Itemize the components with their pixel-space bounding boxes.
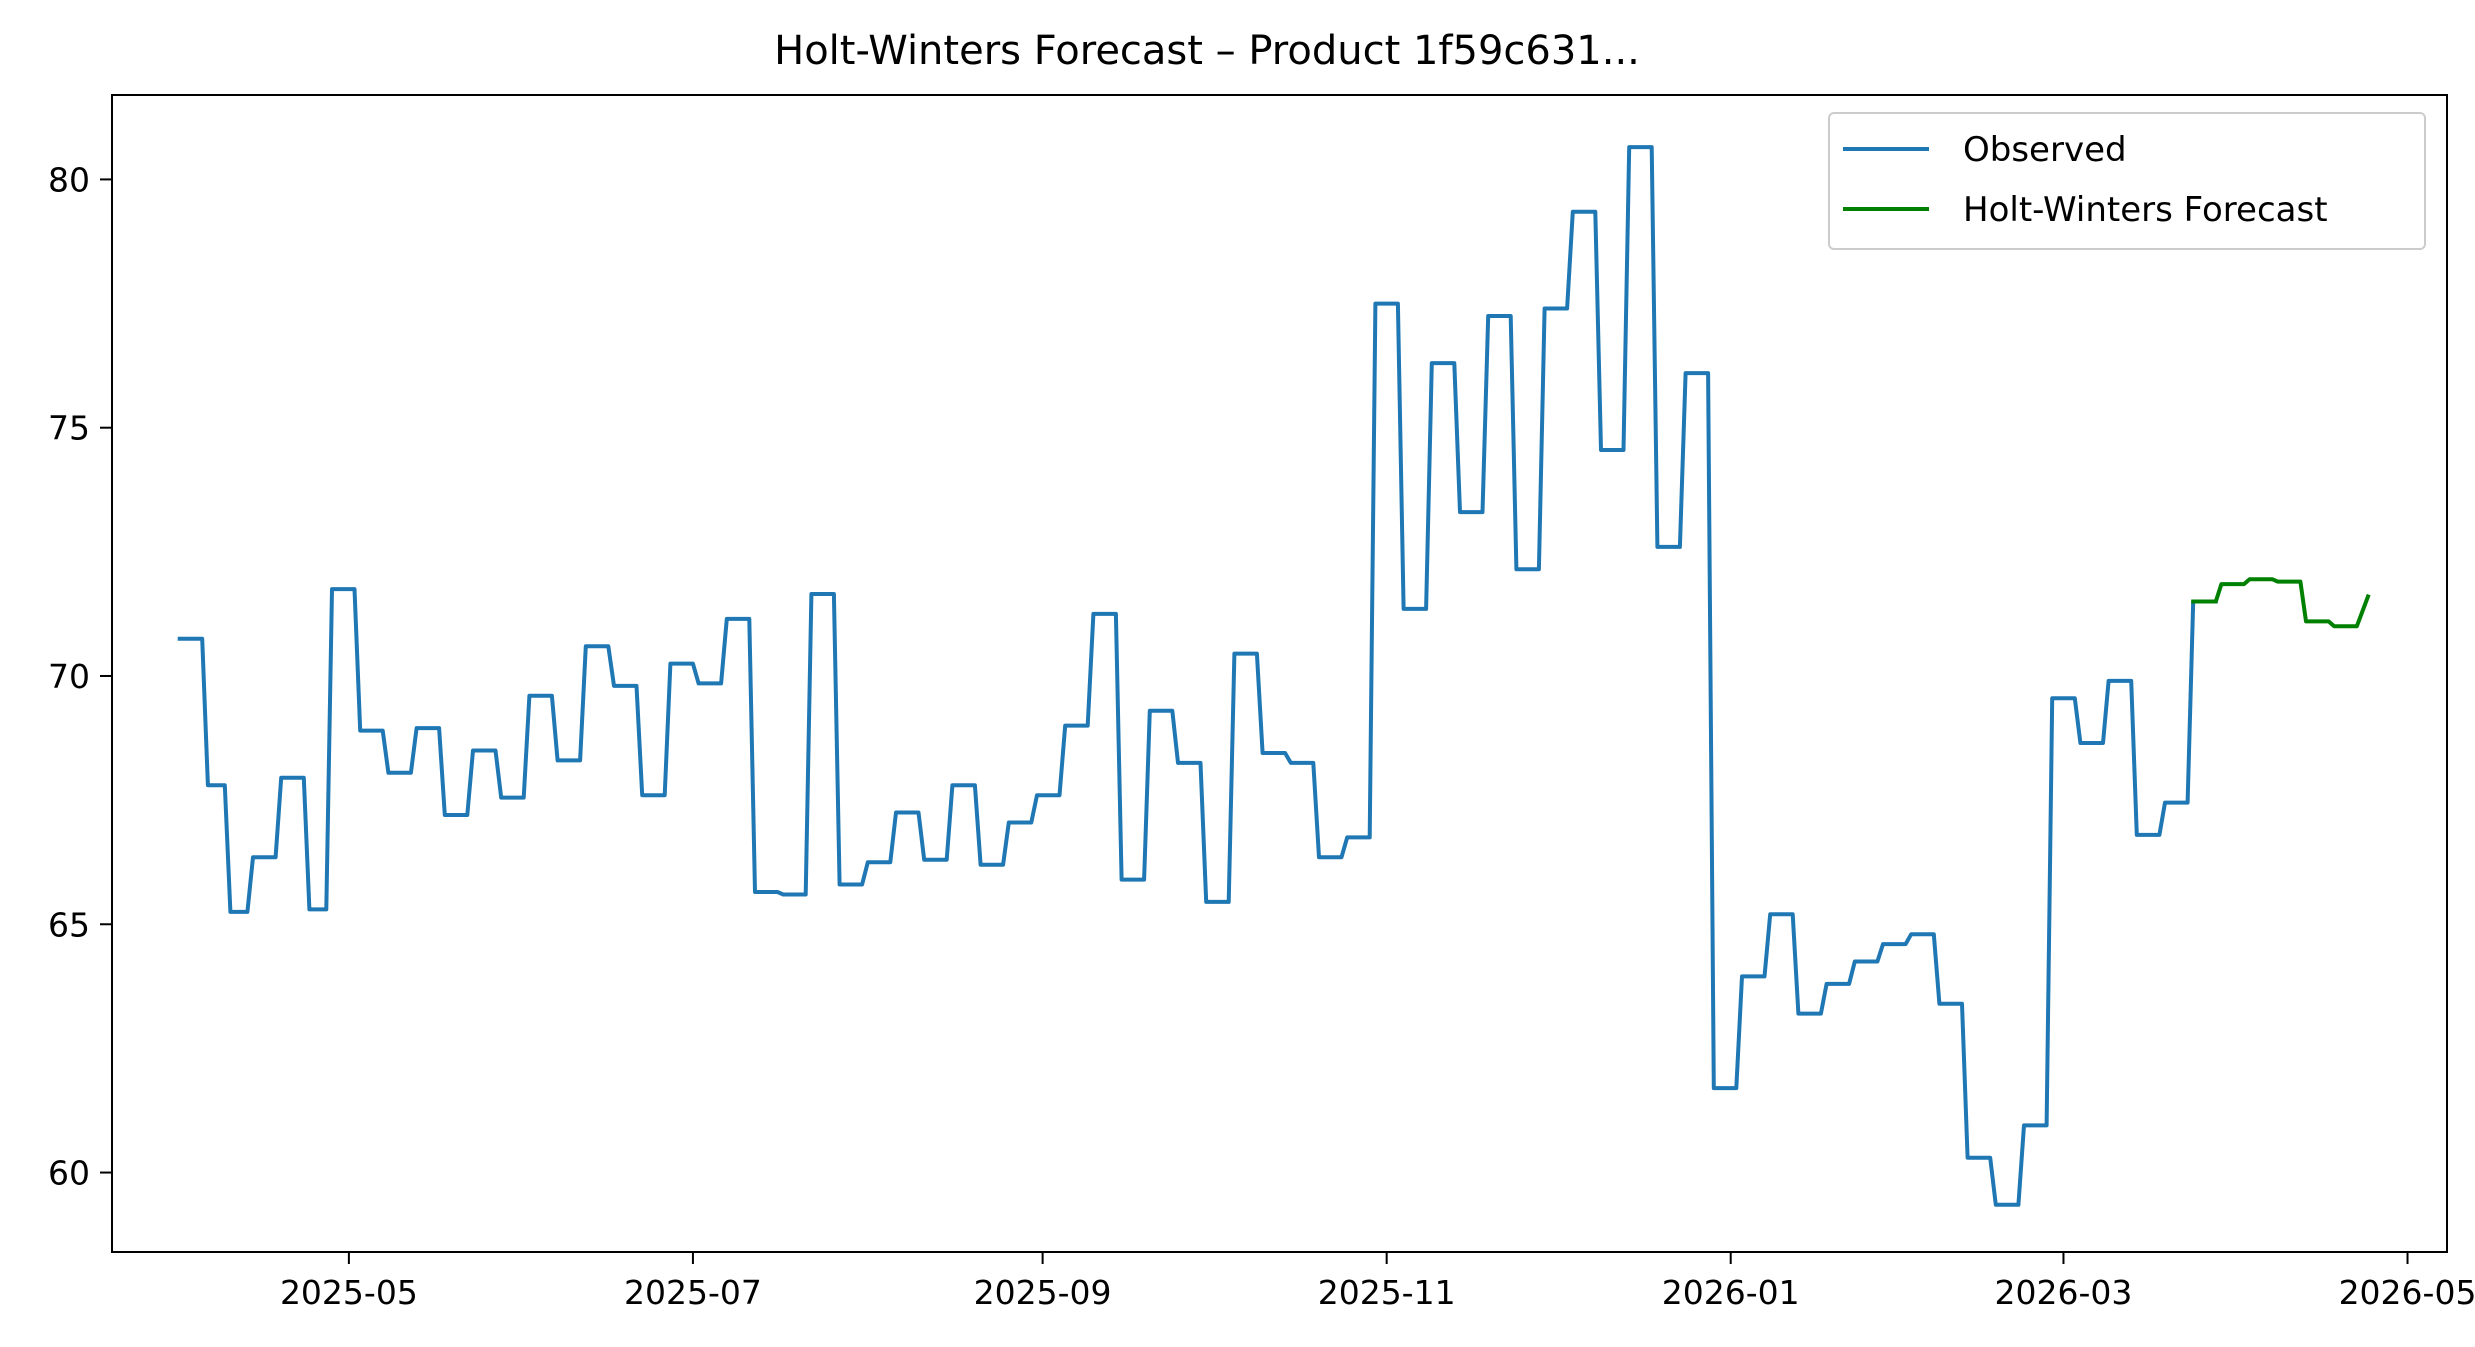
x-tick-label: 2025-05 (280, 1273, 418, 1312)
x-tick-label: 2025-11 (1318, 1273, 1456, 1312)
y-tick-label: 70 (48, 657, 90, 696)
legend: Observed Holt-Winters Forecast (1828, 112, 2426, 250)
y-tick-label: 80 (48, 160, 90, 199)
series-line-observed (177, 145, 2218, 1207)
x-tick-label: 2026-03 (1995, 1273, 2133, 1312)
x-tick-label: 2025-07 (624, 1273, 762, 1312)
legend-label-holt-winters-forecast: Holt-Winters Forecast (1963, 190, 2328, 230)
x-tick-label: 2025-09 (974, 1273, 1112, 1312)
series-layer (177, 145, 2371, 1207)
series-line-holt-winters-forecast (2191, 577, 2371, 629)
y-tick-label: 65 (48, 905, 90, 944)
chart-title: Holt-Winters Forecast – Product 1f59c631… (774, 28, 1640, 74)
x-tick-label: 2026-01 (1662, 1273, 1800, 1312)
plot-frame (111, 94, 2448, 1253)
y-tick-label: 60 (48, 1154, 90, 1193)
y-tick-label: 75 (48, 409, 90, 448)
axes-layer: 2025-05 2025-07 2025-09 2025-11 2026-01 2026-… (48, 94, 2475, 1312)
x-tick-label: 2026-05 (2339, 1273, 2475, 1312)
legend-box (1828, 112, 2426, 250)
legend-label-observed: Observed (1963, 130, 2127, 170)
